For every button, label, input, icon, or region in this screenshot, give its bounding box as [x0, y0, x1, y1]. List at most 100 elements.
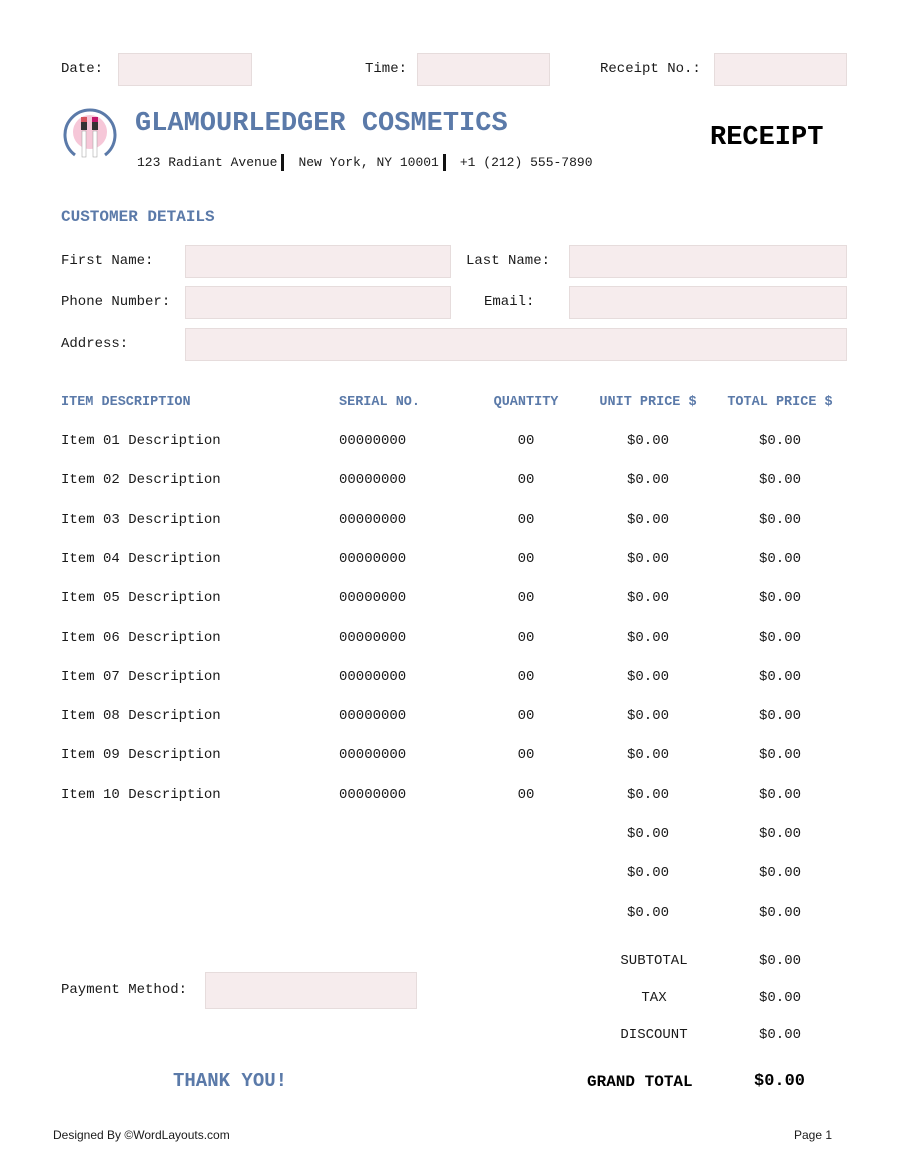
email-label: Email:: [484, 294, 535, 310]
cell-serial-no: 00000000: [339, 708, 407, 725]
cell-serial-no: 00000000: [339, 786, 407, 803]
cell-serial-no: 00000000: [339, 550, 407, 567]
customer-details-heading: CUSTOMER DETAILS: [61, 208, 215, 226]
doc-title: RECEIPT: [710, 123, 824, 153]
cell-quantity: 00: [517, 786, 535, 803]
cell-quantity: 00: [517, 550, 535, 567]
last-name-label: Last Name:: [466, 253, 551, 269]
cell-unit-price: $0.00: [626, 550, 670, 567]
cell-quantity: 00: [517, 590, 535, 607]
cell-quantity: 00: [517, 511, 535, 528]
cell-unit-price: $0.00: [626, 472, 670, 489]
designed-by-link[interactable]: Designed By ©WordLayouts.com: [53, 1128, 230, 1142]
payment-method-label: Payment Method:: [61, 982, 188, 998]
cell-item-description: Item 03 Description: [61, 511, 221, 528]
cell-total-price: $0.00: [758, 668, 802, 685]
cell-quantity: 00: [517, 747, 535, 764]
cell-serial-no: 00000000: [339, 668, 407, 685]
cell-serial-no: 00000000: [339, 747, 407, 764]
discount-label: DISCOUNT: [620, 1027, 688, 1043]
cell-total-price: $0.00: [758, 826, 802, 842]
cell-item-description: Item 04 Description: [61, 550, 221, 567]
cell-total-price: $0.00: [758, 433, 802, 449]
grand-total-label: GRAND TOTAL: [587, 1073, 693, 1091]
cell-unit-price: $0.00: [626, 629, 670, 646]
cell-total-price: $0.00: [758, 511, 802, 528]
cell-serial-no: 00000000: [339, 590, 407, 607]
email-field[interactable]: [569, 286, 847, 319]
cell-total-price: $0.00: [758, 590, 802, 607]
cell-unit-price: $0.00: [626, 786, 670, 803]
cell-item-description: Item 05 Description: [61, 590, 221, 607]
cell-unit-price: $0.00: [626, 668, 670, 685]
cell-item-description: Item 06 Description: [61, 629, 221, 646]
header-unit-price: UNIT PRICE $: [599, 395, 697, 410]
time-label: Time:: [365, 61, 408, 77]
divider: [442, 154, 446, 171]
header-quantity: QUANTITY: [493, 395, 559, 410]
payment-method-field[interactable]: [205, 972, 417, 1009]
cell-unit-price: $0.00: [626, 433, 670, 449]
cell-quantity: 00: [517, 668, 535, 685]
cell-item-description: Item 10 Description: [61, 786, 221, 803]
cell-serial-no: 00000000: [339, 472, 407, 489]
cell-quantity: 00: [517, 708, 535, 725]
tax-value: $0.00: [758, 990, 802, 1006]
header-total-price: TOTAL PRICE $: [727, 395, 833, 410]
address-field[interactable]: [185, 328, 847, 361]
cell-unit-price: $0.00: [626, 590, 670, 607]
cell-total-price: $0.00: [758, 629, 802, 646]
cell-quantity: 00: [517, 472, 535, 489]
cell-total-price: $0.00: [758, 747, 802, 764]
subtotal-label: SUBTOTAL: [620, 953, 688, 969]
cell-item-description: Item 01 Description: [61, 433, 221, 449]
company-phone: +1 (212) 555-7890: [459, 155, 593, 170]
cell-item-description: Item 09 Description: [61, 747, 221, 764]
cell-total-price: $0.00: [758, 865, 802, 882]
cell-quantity: 00: [517, 629, 535, 646]
page-number: Page 1: [794, 1128, 833, 1142]
first-name-label: First Name:: [61, 253, 154, 269]
cell-total-price: $0.00: [758, 550, 802, 567]
cell-unit-price: $0.00: [626, 708, 670, 725]
cell-serial-no: 00000000: [339, 433, 407, 449]
receipt-no-field[interactable]: [714, 53, 847, 86]
company-name: GLAMOURLEDGER COSMETICS: [135, 109, 508, 139]
date-field[interactable]: [118, 53, 252, 86]
subtotal-value: $0.00: [758, 953, 802, 969]
cell-item-description: Item 07 Description: [61, 668, 221, 685]
company-contact: 123 Radiant Avenue New York, NY 10001 +1…: [137, 154, 593, 171]
cell-serial-no: 00000000: [339, 511, 407, 528]
cell-total-price: $0.00: [758, 708, 802, 725]
grand-total-value: $0.00: [754, 1072, 806, 1091]
company-city: New York, NY 10001: [298, 155, 439, 170]
cell-total-price: $0.00: [758, 472, 802, 489]
receipt-no-label: Receipt No.:: [600, 61, 701, 77]
header-item-description: ITEM DESCRIPTION: [61, 395, 191, 410]
cell-total-price: $0.00: [758, 904, 802, 921]
cell-unit-price: $0.00: [626, 511, 670, 528]
cell-unit-price: $0.00: [626, 904, 670, 921]
company-address: 123 Radiant Avenue: [137, 155, 278, 170]
phone-label: Phone Number:: [61, 294, 171, 310]
date-label: Date:: [61, 61, 104, 77]
divider: [281, 154, 285, 171]
cell-unit-price: $0.00: [626, 826, 670, 842]
cell-item-description: Item 08 Description: [61, 708, 221, 725]
cell-unit-price: $0.00: [626, 747, 670, 764]
lipstick-logo-icon: [63, 108, 117, 158]
thank-you-text: THANK YOU!: [173, 1070, 288, 1092]
cell-total-price: $0.00: [758, 786, 802, 803]
cell-unit-price: $0.00: [626, 865, 670, 882]
discount-value: $0.00: [758, 1027, 802, 1043]
address-label: Address:: [61, 336, 129, 352]
cell-item-description: Item 02 Description: [61, 472, 221, 489]
cell-quantity: 00: [517, 433, 535, 449]
time-field[interactable]: [417, 53, 550, 86]
header-serial-no: SERIAL NO.: [339, 395, 421, 410]
last-name-field[interactable]: [569, 245, 847, 278]
tax-label: TAX: [641, 990, 667, 1006]
first-name-field[interactable]: [185, 245, 451, 278]
cell-serial-no: 00000000: [339, 629, 407, 646]
phone-field[interactable]: [185, 286, 451, 319]
